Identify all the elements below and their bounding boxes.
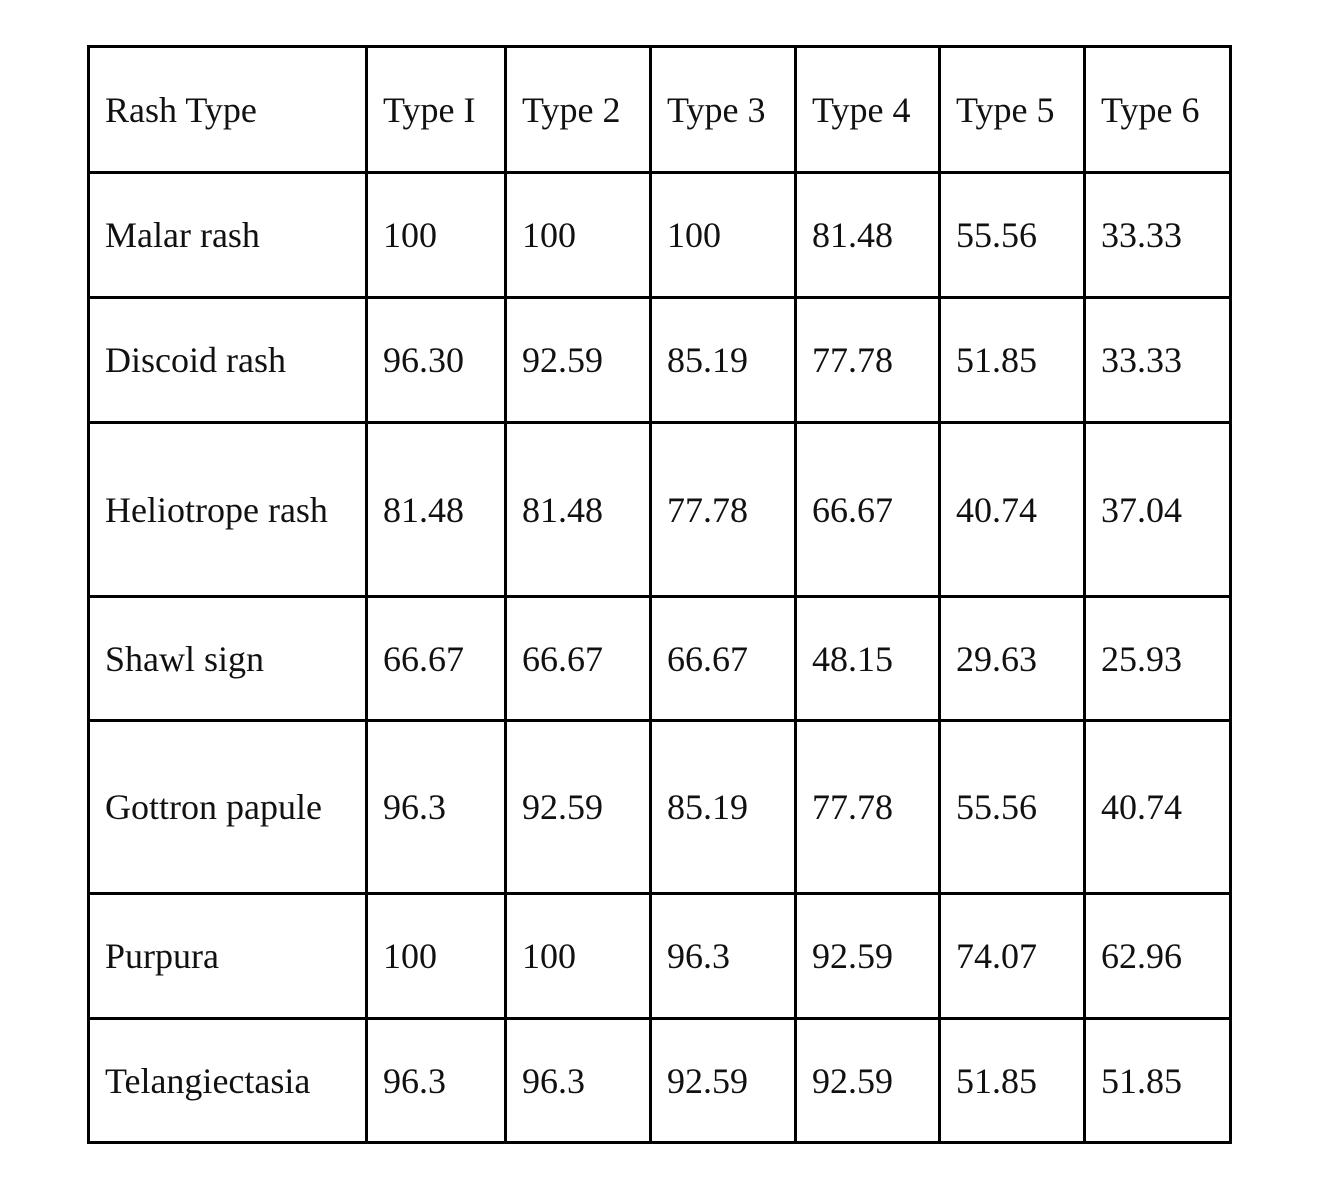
cell: 92.59 — [794, 892, 941, 1020]
cell: 81.48 — [365, 421, 507, 598]
cell: 92.59 — [794, 1017, 941, 1144]
table-row: Malar rash 100 100 100 81.48 55.56 33.33 — [87, 171, 1232, 299]
cell: 100 — [504, 892, 652, 1020]
cell: 96.3 — [365, 719, 507, 895]
cell: 96.3 — [365, 1017, 507, 1144]
cell: 100 — [504, 171, 652, 299]
cell: Discoid rash — [87, 296, 368, 424]
cell: 66.67 — [649, 595, 797, 722]
cell: 51.85 — [938, 1017, 1086, 1144]
cell: 29.63 — [938, 595, 1086, 722]
cell: 92.59 — [649, 1017, 797, 1144]
header-cell: Type I — [365, 45, 507, 174]
cell: 100 — [365, 171, 507, 299]
cell: 51.85 — [938, 296, 1086, 424]
cell: 96.3 — [504, 1017, 652, 1144]
cell: 51.85 — [1083, 1017, 1232, 1144]
cell: 33.33 — [1083, 296, 1232, 424]
cell: 66.67 — [504, 595, 652, 722]
cell: 77.78 — [649, 421, 797, 598]
cell: 85.19 — [649, 296, 797, 424]
cell: 48.15 — [794, 595, 941, 722]
cell: 37.04 — [1083, 421, 1232, 598]
cell: 100 — [649, 171, 797, 299]
cell: 55.56 — [938, 171, 1086, 299]
cell: 55.56 — [938, 719, 1086, 895]
cell: 77.78 — [794, 719, 941, 895]
cell: 81.48 — [504, 421, 652, 598]
table-row: Purpura 100 100 96.3 92.59 74.07 62.96 — [87, 892, 1232, 1020]
cell: 96.30 — [365, 296, 507, 424]
cell: 40.74 — [938, 421, 1086, 598]
cell: Gottron papule — [87, 719, 368, 895]
table-row: Telangiectasia 96.3 96.3 92.59 92.59 51.85 51.… — [87, 1017, 1232, 1144]
cell: 96.3 — [649, 892, 797, 1020]
cell: Shawl sign — [87, 595, 368, 722]
cell: 66.67 — [794, 421, 941, 598]
cell: 74.07 — [938, 892, 1086, 1020]
cell: Heliotrope rash — [87, 421, 368, 598]
cell: 100 — [365, 892, 507, 1020]
header-cell: Type 2 — [504, 45, 652, 174]
cell: 77.78 — [794, 296, 941, 424]
cell: 62.96 — [1083, 892, 1232, 1020]
cell: Telangiectasia — [87, 1017, 368, 1144]
cell: Malar rash — [87, 171, 368, 299]
table-row: Gottron papule 96.3 92.59 85.19 77.78 55.56 40… — [87, 719, 1232, 895]
cell: 66.67 — [365, 595, 507, 722]
cell: 81.48 — [794, 171, 941, 299]
cell: 33.33 — [1083, 171, 1232, 299]
header-cell: Type 6 — [1083, 45, 1232, 174]
header-cell: Type 5 — [938, 45, 1086, 174]
cell: 25.93 — [1083, 595, 1232, 722]
table-row: Heliotrope rash 81.48 81.48 77.78 66.67 40.74… — [87, 421, 1232, 598]
header-cell: Type 3 — [649, 45, 797, 174]
cell: Purpura — [87, 892, 368, 1020]
table-row: Discoid rash 96.30 92.59 85.19 77.78 51.85 33.… — [87, 296, 1232, 424]
header-cell: Type 4 — [794, 45, 941, 174]
cell: 92.59 — [504, 719, 652, 895]
cell: 40.74 — [1083, 719, 1232, 895]
header-cell: Rash Type — [87, 45, 368, 174]
table-row: Shawl sign 66.67 66.67 66.67 48.15 29.63 25.93 — [87, 595, 1232, 722]
cell: 85.19 — [649, 719, 797, 895]
cell: 92.59 — [504, 296, 652, 424]
